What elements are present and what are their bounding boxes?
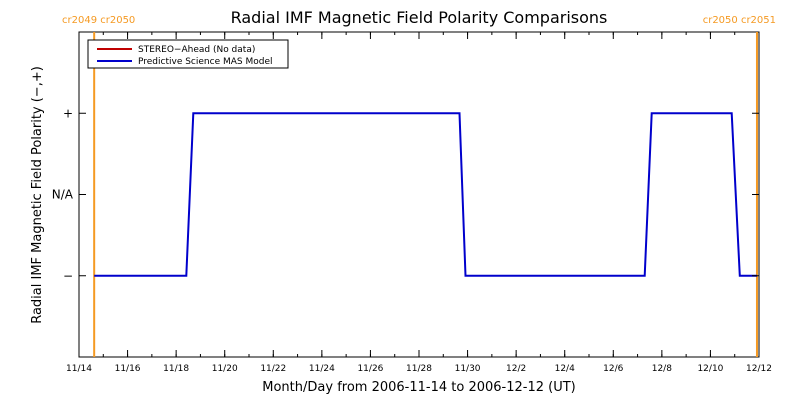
y-tick-label: − (63, 269, 73, 283)
x-axis-label: Month/Day from 2006-11-14 to 2006-12-12 … (262, 380, 575, 395)
x-tick-label: 11/26 (357, 364, 383, 374)
x-axis-ticks: 11/14 11/16 11/18 11/20 11/22 11/24 11/26 11/28… (66, 32, 772, 374)
x-tick-label: 11/16 (115, 364, 141, 374)
series-layer (94, 112, 757, 277)
y-tick-label: + (63, 106, 73, 120)
cr-label-right: cr2050 cr2051 (703, 15, 776, 26)
x-tick-label: 12/6 (603, 364, 623, 374)
series-line-model (94, 112, 757, 277)
legend-box (87, 39, 289, 69)
carrington-boundaries (93, 32, 758, 357)
x-tick-label: 11/28 (406, 364, 432, 374)
cr-label-left: cr2049 cr2050 (62, 15, 135, 26)
x-tick-label: 11/18 (163, 364, 189, 374)
x-tick-label: 11/20 (212, 364, 238, 374)
legend: STEREO−Ahead (No data) Predictive Scienc… (87, 39, 289, 69)
y-tick-label: N/A (52, 188, 74, 202)
chart-title: Radial IMF Magnetic Field Polarity Compa… (231, 8, 608, 27)
x-tick-label: 11/30 (455, 364, 481, 374)
x-tick-label: 11/24 (309, 364, 335, 374)
legend-label-model: Predictive Science MAS Model (138, 57, 273, 67)
y-axis-ticks: + N/A − (52, 106, 759, 283)
plot-area: 11/14 11/16 11/18 11/20 11/22 11/24 11/26 11/28… (52, 31, 772, 374)
x-tick-label: 11/22 (260, 364, 286, 374)
y-axis-label: Radial IMF Magnetic Field Polarity (−,+) (30, 66, 45, 324)
legend-label-stereo: STEREO−Ahead (No data) (138, 45, 255, 55)
x-tick-label: 11/14 (66, 364, 92, 374)
x-tick-label: 12/8 (652, 364, 672, 374)
plot-frame (78, 31, 760, 358)
x-tick-label: 12/4 (555, 364, 575, 374)
x-tick-label: 12/12 (746, 364, 772, 374)
x-tick-label: 12/10 (697, 364, 723, 374)
x-tick-label: 12/2 (506, 364, 526, 374)
